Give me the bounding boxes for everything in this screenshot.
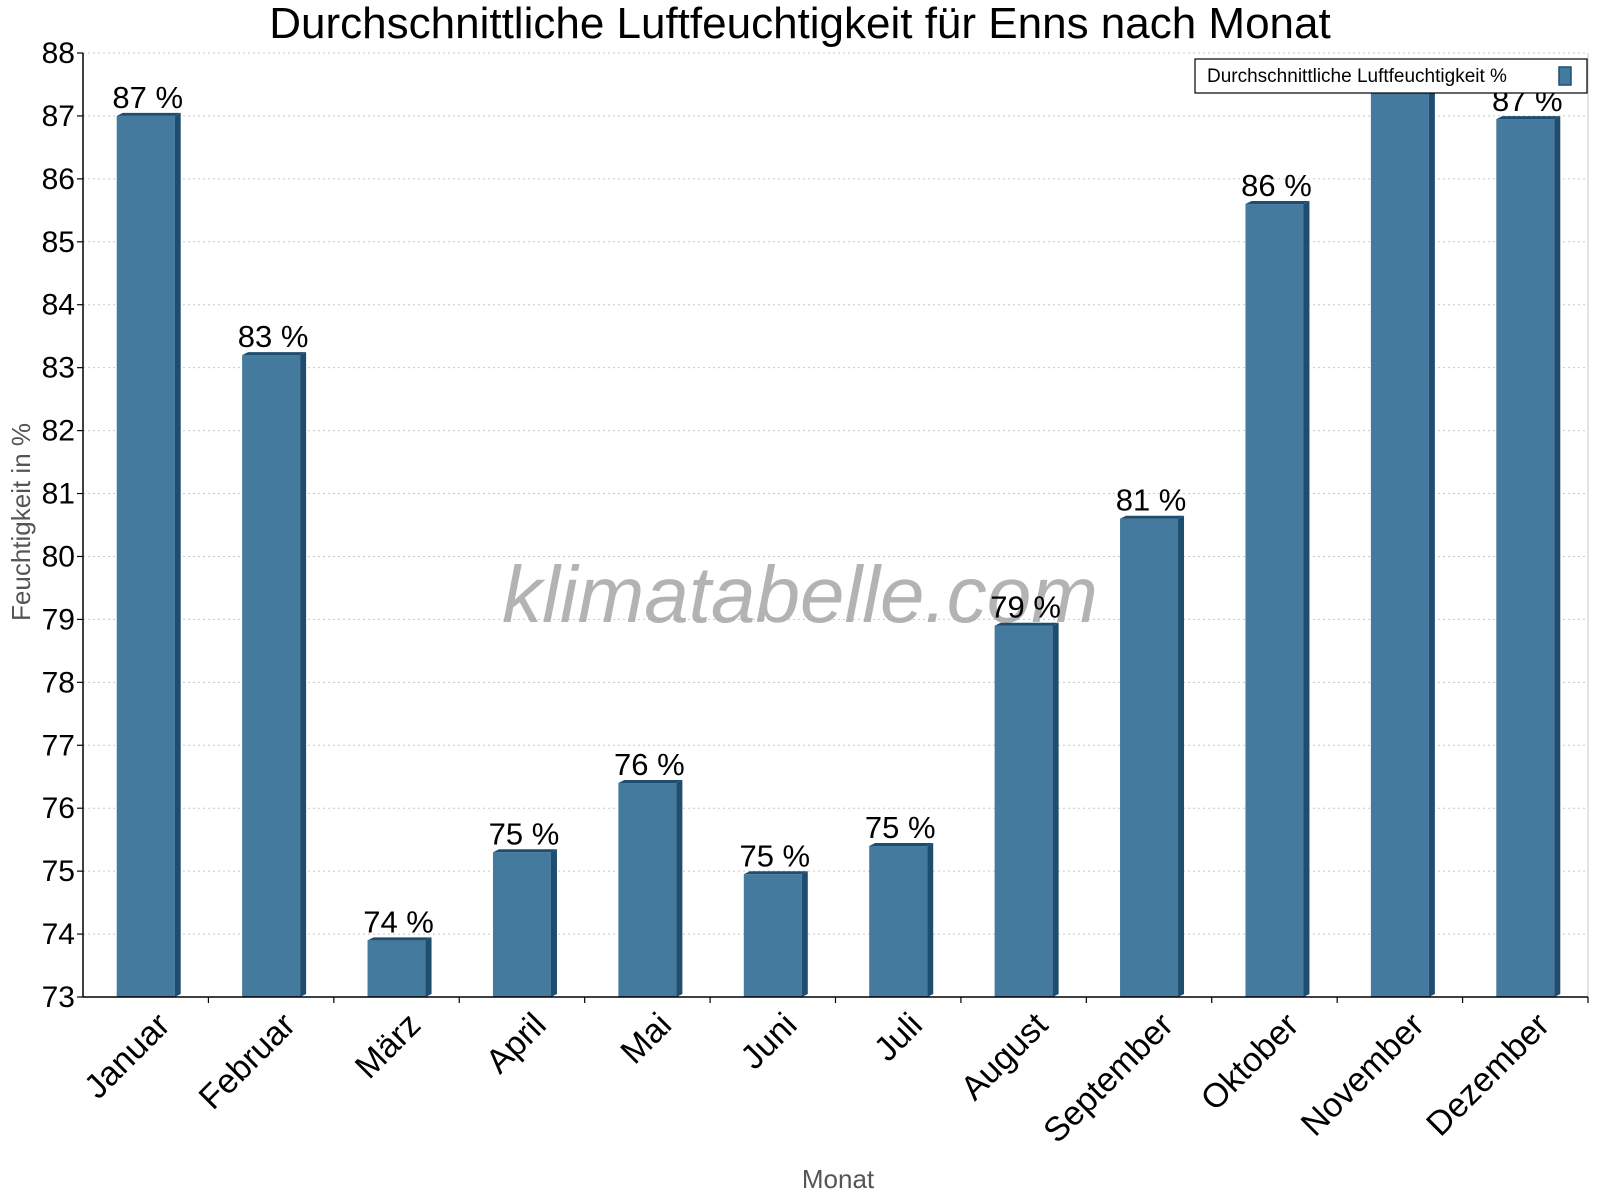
bar-side [927, 842, 934, 997]
y-tick-labels: 73 74 75 76 77 78 79 80 81 82 83 84 85 86 87 88 [42, 37, 75, 1014]
y-tick-label: 87 [42, 100, 75, 133]
bar-side [1303, 201, 1310, 998]
bar-face [1370, 90, 1429, 997]
bar-face [618, 783, 677, 997]
bar-face [743, 874, 802, 997]
bar-side [1178, 515, 1185, 997]
data-labels: 87 % 83 % 74 % 75 % 76 % 75 % 75 % 79 % 81 % 86 %… [112, 80, 1562, 939]
bar-2 [242, 352, 307, 998]
chart-title: Durchschnittliche Luftfeuchtigkeit für E… [269, 0, 1330, 48]
x-tick-label: Januar [77, 1006, 177, 1106]
legend-box [1194, 58, 1588, 94]
y-tick-label: 82 [42, 415, 75, 448]
y-tick-label: 77 [42, 729, 75, 762]
axes [77, 52, 1589, 1003]
bar-6 [743, 871, 808, 997]
y-tick-label: 85 [42, 226, 75, 259]
bar-side [676, 780, 683, 997]
bar-top [743, 871, 808, 875]
bar-top [869, 842, 934, 846]
bar-side [801, 871, 808, 997]
data-label: 75 % [739, 838, 810, 873]
bar-side [550, 849, 557, 997]
bar-face [492, 852, 551, 997]
bar-face [242, 355, 301, 998]
bar-face [1245, 204, 1304, 998]
bar-side [300, 352, 307, 998]
bar-8 [994, 622, 1059, 997]
y-tick-label: 76 [42, 792, 75, 825]
data-label: 81 % [1116, 483, 1187, 518]
y-tick-label: 88 [42, 37, 75, 70]
y-tick-label: 74 [42, 918, 75, 951]
bar-10 [1245, 201, 1310, 998]
bar-top [492, 849, 557, 853]
x-tick-label: Februar [192, 1006, 303, 1117]
y-tick-label: 73 [42, 981, 75, 1014]
bar-5 [618, 780, 683, 997]
bar-9 [1120, 515, 1185, 997]
data-label: 87 % [112, 80, 183, 115]
x-tick-label: März [348, 1006, 428, 1086]
bar-face [1496, 119, 1555, 997]
x-tick-label: Juni [733, 1006, 804, 1077]
x-tick-label: April [479, 1006, 554, 1081]
y-tick-label: 75 [42, 855, 75, 888]
x-tick-label: August [954, 1005, 1056, 1107]
y-tick-label: 80 [42, 540, 75, 573]
data-label: 86 % [1241, 168, 1312, 203]
bar-side [1554, 116, 1561, 997]
data-label: 83 % [238, 319, 309, 354]
x-tick-label: Oktober [1194, 1006, 1306, 1118]
data-label: 75 % [865, 810, 936, 845]
x-tick-label: Mai [613, 1006, 679, 1072]
x-tick-label: Juli [867, 1006, 930, 1069]
x-tick-label: November [1294, 1006, 1432, 1144]
bar-top [1245, 201, 1310, 205]
bar-top [242, 352, 307, 356]
bar-3 [367, 937, 432, 997]
x-tick-label: Dezember [1419, 1006, 1557, 1144]
bar-top [618, 780, 683, 784]
bars [116, 87, 1561, 998]
bar-side [1052, 622, 1059, 997]
bar-side [425, 937, 432, 997]
x-tick-label: September [1036, 1006, 1180, 1150]
x-axis-label: Monat [802, 1164, 875, 1194]
bar-7 [869, 842, 934, 997]
data-label: 75 % [489, 816, 560, 851]
y-tick-label: 78 [42, 666, 75, 699]
legend-swatch [1558, 66, 1572, 86]
bar-top [367, 937, 432, 941]
x-tick-labels: Januar Februar März April Mai Juni Juli AugustS… [77, 1005, 1557, 1150]
y-tick-label: 86 [42, 163, 75, 196]
bar-top [1496, 116, 1561, 120]
bar-4 [492, 849, 557, 997]
y-tick-label: 83 [42, 352, 75, 385]
bar-side [1428, 87, 1435, 997]
y-tick-label: 81 [42, 478, 75, 511]
data-label: 79 % [990, 590, 1061, 625]
data-label: 76 % [614, 747, 685, 782]
bar-11 [1370, 87, 1435, 997]
bar-top [994, 622, 1059, 626]
bar-face [994, 625, 1053, 997]
legend-entry-label: Durchschnittliche Luftfeuchtigkeit % [1207, 66, 1507, 87]
bar-face [116, 115, 175, 997]
y-tick-label: 79 [42, 603, 75, 636]
legend: Durchschnittliche Luftfeuchtigkeit % [1194, 58, 1588, 94]
y-axis-label: Feuchtigkeit in % [6, 423, 36, 621]
bar-side [174, 112, 181, 997]
bar-face [367, 940, 426, 997]
y-tick-label: 84 [42, 289, 75, 322]
bar-face [869, 845, 928, 997]
bar-1 [116, 112, 181, 997]
bar-12 [1496, 116, 1561, 997]
bar-top [1120, 515, 1185, 519]
bar-face [1120, 518, 1179, 997]
bar-top [116, 112, 181, 116]
grid-lines [83, 52, 1589, 997]
data-label: 74 % [363, 904, 434, 939]
